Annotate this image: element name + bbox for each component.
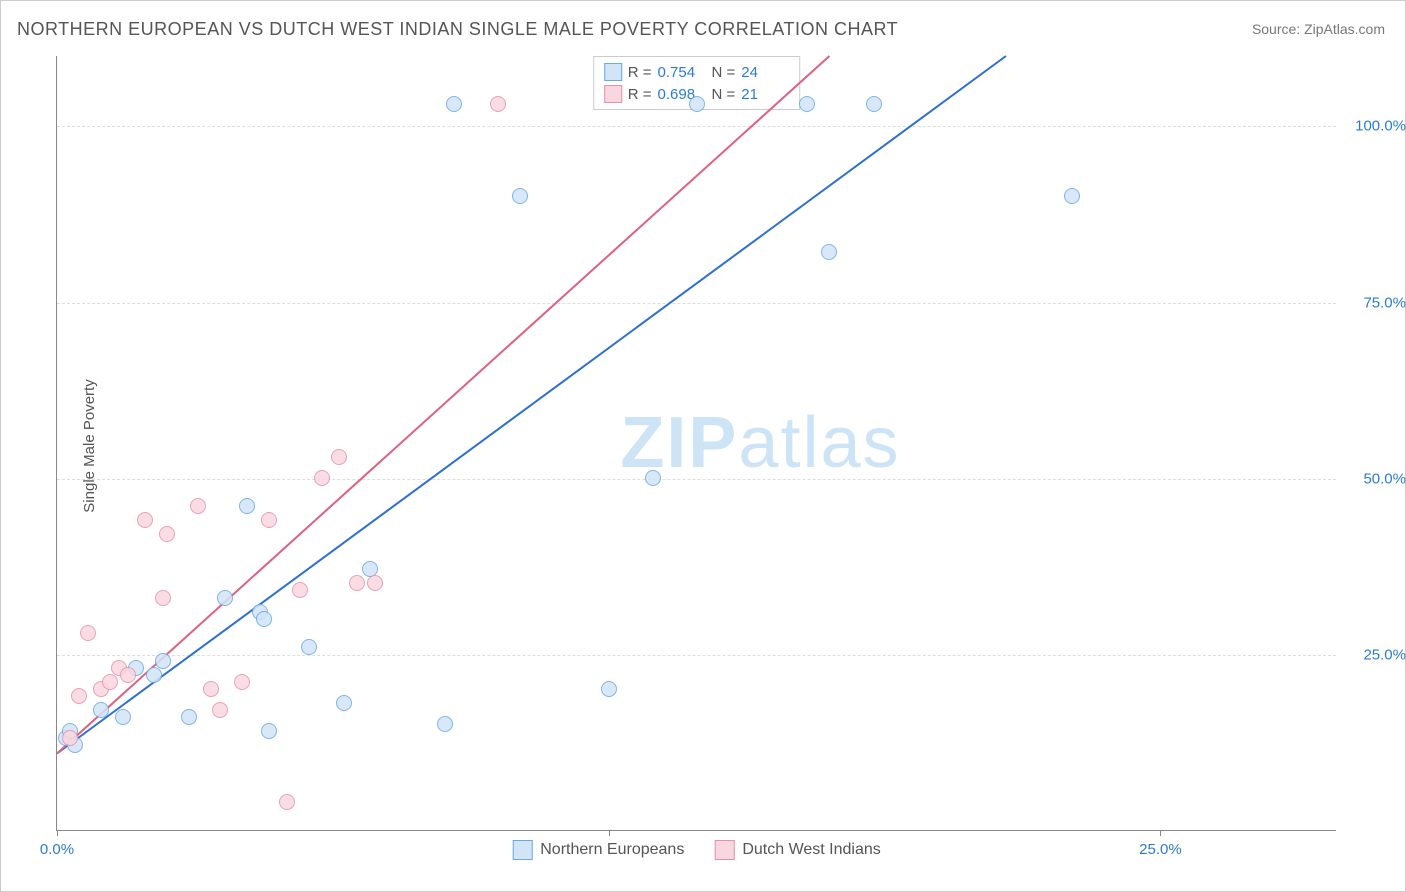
- y-tick-label: 25.0%: [1346, 646, 1406, 663]
- scatter-point: [279, 794, 295, 810]
- legend-item: Dutch West Indians: [714, 840, 880, 860]
- scatter-point: [159, 526, 175, 542]
- trend-line: [57, 56, 829, 754]
- chart-container: NORTHERN EUROPEAN VS DUTCH WEST INDIAN S…: [0, 0, 1406, 892]
- scatter-point: [155, 590, 171, 606]
- scatter-point: [120, 667, 136, 683]
- y-tick-label: 100.0%: [1346, 118, 1406, 135]
- scatter-point: [799, 96, 815, 112]
- legend-swatch: [512, 840, 532, 860]
- scatter-point: [367, 575, 383, 591]
- legend-label: Dutch West Indians: [742, 841, 880, 859]
- scatter-point: [292, 582, 308, 598]
- scatter-point: [93, 702, 109, 718]
- scatter-point: [314, 470, 330, 486]
- scatter-point: [601, 681, 617, 697]
- scatter-point: [71, 688, 87, 704]
- scatter-point: [203, 681, 219, 697]
- scatter-point: [331, 449, 347, 465]
- scatter-point: [866, 96, 882, 112]
- scatter-point: [301, 639, 317, 655]
- scatter-point: [1064, 188, 1080, 204]
- scatter-point: [645, 470, 661, 486]
- trend-line: [57, 56, 1006, 754]
- plot-area: ZIPatlas R =0.754N =24R =0.698N =21 Nort…: [56, 56, 1336, 831]
- x-tick-label: 25.0%: [1139, 841, 1182, 858]
- scatter-point: [256, 611, 272, 627]
- scatter-point: [261, 723, 277, 739]
- scatter-point: [155, 653, 171, 669]
- scatter-point: [115, 709, 131, 725]
- scatter-point: [62, 730, 78, 746]
- y-tick-label: 50.0%: [1346, 470, 1406, 487]
- scatter-point: [239, 498, 255, 514]
- legend-swatch: [714, 840, 734, 860]
- scatter-point: [437, 716, 453, 732]
- scatter-point: [181, 709, 197, 725]
- trend-lines: [57, 56, 1337, 831]
- scatter-point: [217, 590, 233, 606]
- scatter-point: [490, 96, 506, 112]
- scatter-point: [234, 674, 250, 690]
- scatter-point: [137, 512, 153, 528]
- scatter-point: [821, 244, 837, 260]
- scatter-point: [336, 695, 352, 711]
- scatter-point: [190, 498, 206, 514]
- chart-title: NORTHERN EUROPEAN VS DUTCH WEST INDIAN S…: [17, 19, 898, 40]
- scatter-point: [102, 674, 118, 690]
- scatter-point: [146, 667, 162, 683]
- scatter-point: [512, 188, 528, 204]
- scatter-point: [446, 96, 462, 112]
- scatter-point: [689, 96, 705, 112]
- scatter-point: [212, 702, 228, 718]
- legend-label: Northern Europeans: [540, 841, 684, 859]
- legend-series: Northern Europeans Dutch West Indians: [512, 840, 881, 860]
- legend-item: Northern Europeans: [512, 840, 684, 860]
- scatter-point: [80, 625, 96, 641]
- y-tick-label: 75.0%: [1346, 294, 1406, 311]
- x-tick-label: 0.0%: [40, 841, 74, 858]
- scatter-point: [349, 575, 365, 591]
- source-label: Source: ZipAtlas.com: [1252, 21, 1385, 37]
- scatter-point: [261, 512, 277, 528]
